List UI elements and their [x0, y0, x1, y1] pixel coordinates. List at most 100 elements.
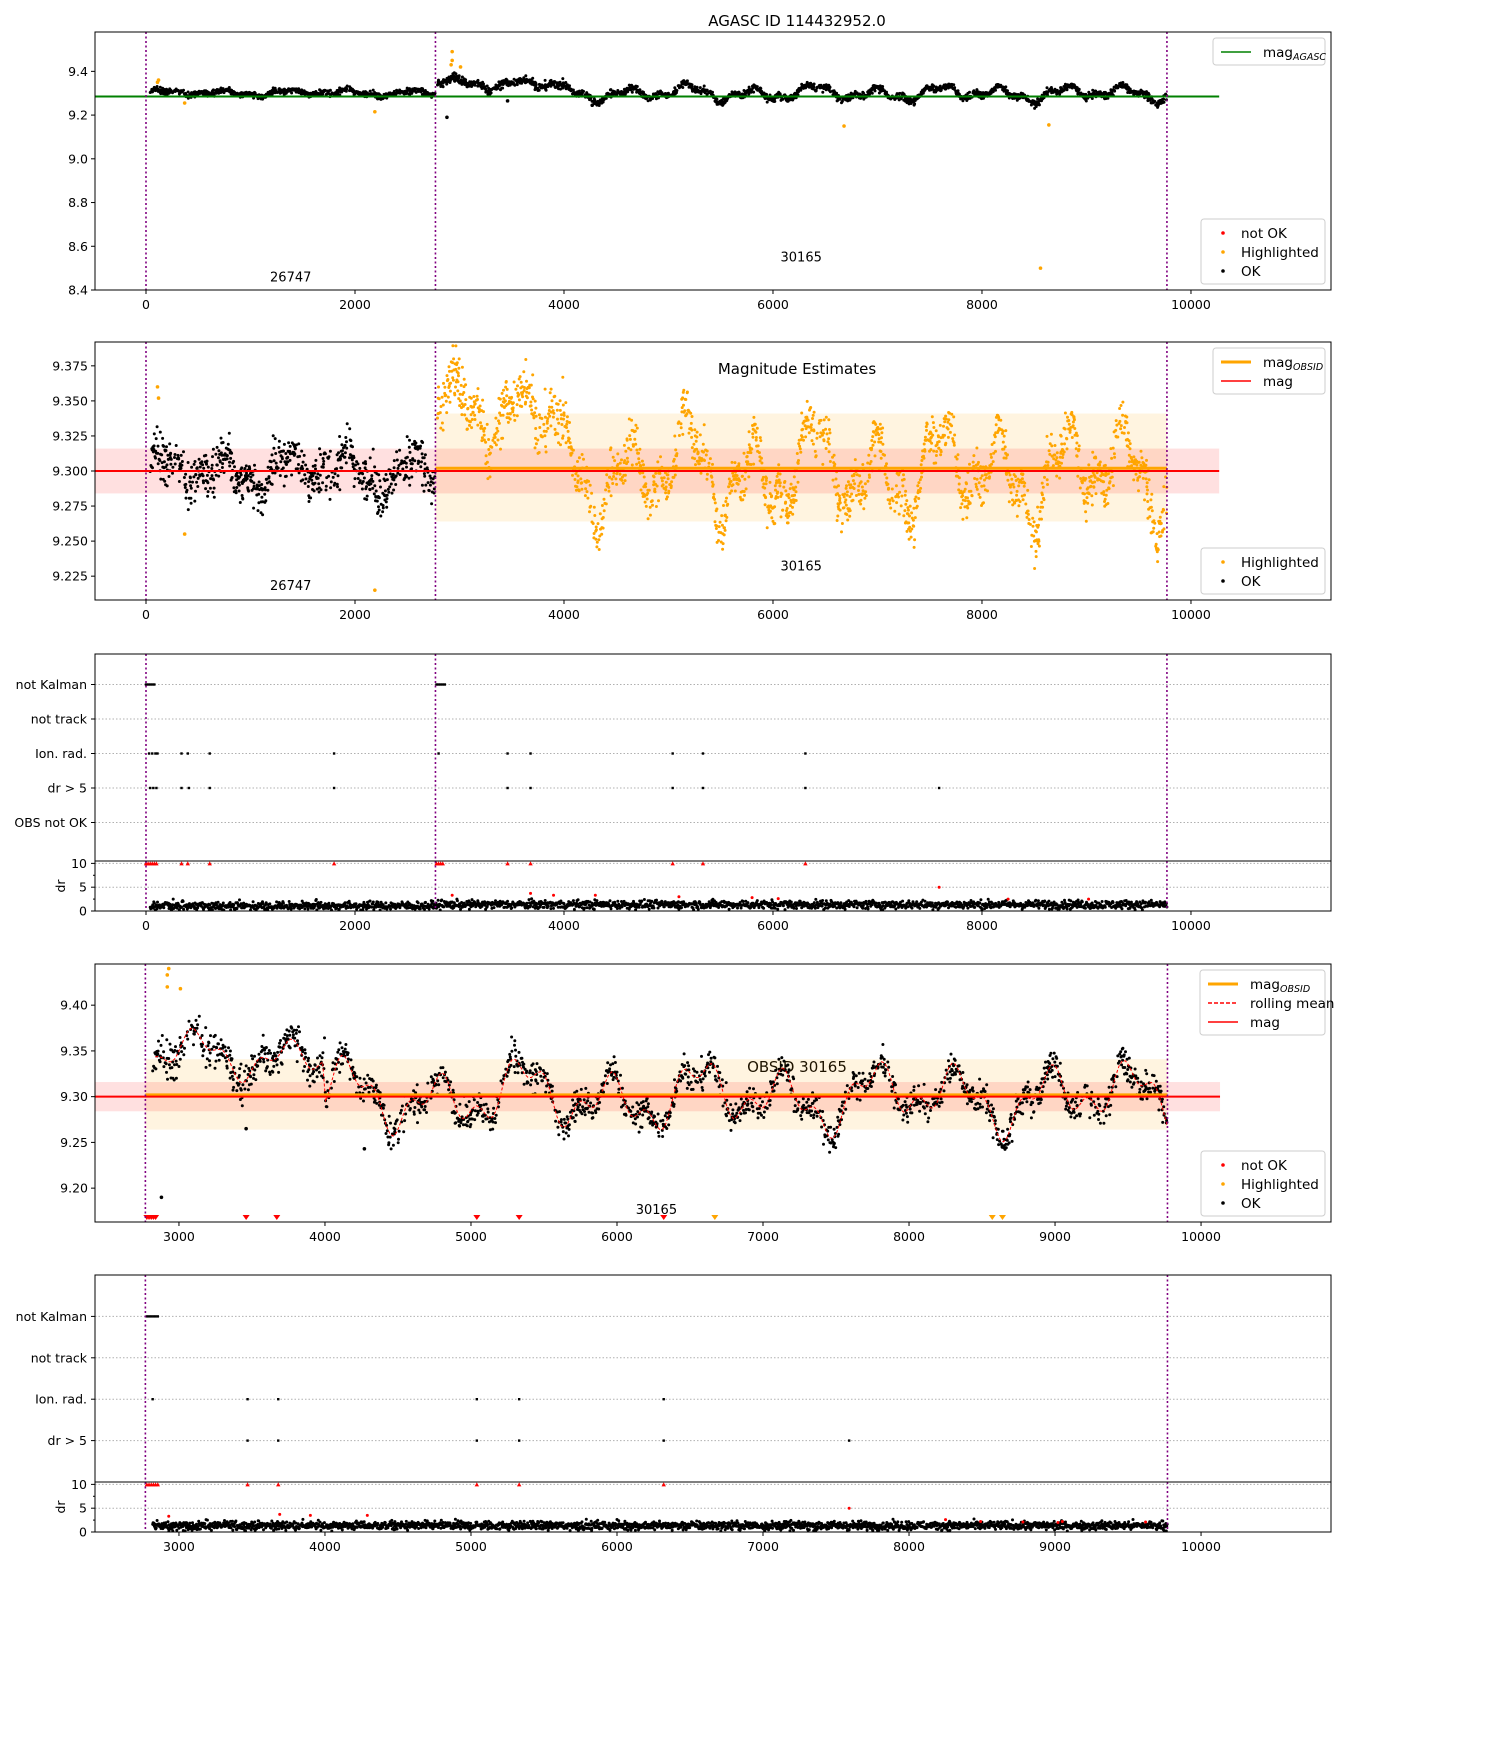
data-point	[750, 447, 754, 451]
data-point	[1071, 424, 1075, 428]
data-point	[377, 508, 381, 512]
data-point	[427, 489, 431, 493]
data-point	[851, 498, 855, 502]
data-point	[758, 436, 762, 440]
data-point	[770, 516, 774, 520]
data-point	[405, 475, 409, 478]
data-point	[1162, 100, 1166, 104]
data-point	[969, 489, 973, 493]
data-point	[853, 482, 857, 486]
data-point	[392, 466, 396, 470]
data-point	[206, 494, 210, 498]
data-point	[469, 413, 473, 417]
data-point	[551, 415, 555, 419]
data-point	[424, 483, 428, 487]
data-point	[1162, 97, 1166, 101]
data-point	[781, 97, 785, 101]
data-point	[564, 441, 568, 445]
y-tick-label: 9.2	[68, 108, 88, 123]
data-point	[939, 450, 943, 454]
data-point	[922, 456, 926, 460]
data-point	[451, 378, 455, 382]
data-point	[695, 435, 699, 439]
data-point	[534, 83, 538, 87]
data-point	[1146, 500, 1150, 503]
data-point	[294, 443, 298, 447]
data-point	[932, 449, 936, 453]
data-point	[324, 488, 328, 492]
data-point	[282, 449, 285, 453]
data-point	[302, 453, 306, 457]
data-point	[791, 505, 794, 509]
data-point	[479, 421, 482, 425]
data-point	[280, 457, 284, 461]
data-point	[371, 479, 375, 483]
data-point	[537, 413, 541, 417]
data-point	[439, 405, 443, 408]
data-point	[525, 390, 529, 394]
data-point	[776, 495, 780, 499]
data-point	[827, 418, 831, 422]
data-point	[1026, 512, 1030, 516]
data-point	[792, 475, 796, 479]
data-point	[318, 447, 322, 451]
data-point	[644, 504, 648, 508]
data-point	[595, 545, 599, 549]
data-point	[867, 453, 871, 457]
data-point	[253, 463, 256, 467]
data-point	[407, 476, 411, 480]
data-point	[775, 474, 779, 478]
data-point	[805, 399, 809, 403]
data-point	[629, 448, 633, 452]
data-point	[1118, 407, 1122, 410]
data-point	[485, 84, 489, 88]
data-point	[510, 395, 514, 399]
data-point	[861, 489, 865, 493]
data-point	[544, 429, 548, 433]
data-point	[659, 455, 662, 459]
data-point	[560, 423, 564, 426]
data-point	[1015, 493, 1019, 497]
data-point	[1123, 426, 1126, 429]
data-point	[707, 461, 711, 465]
data-point	[724, 500, 728, 503]
data-point	[1063, 427, 1067, 431]
data-point	[989, 452, 993, 456]
legend-point-swatch	[1221, 250, 1225, 254]
data-point	[551, 409, 555, 413]
data-point	[522, 76, 526, 80]
data-point	[547, 409, 551, 412]
data-point	[198, 465, 202, 469]
data-point	[570, 451, 574, 455]
data-point	[200, 460, 204, 464]
data-point	[634, 423, 638, 427]
data-point	[165, 445, 168, 449]
data-point	[800, 411, 804, 415]
data-point	[620, 458, 623, 462]
data-point	[574, 472, 578, 476]
data-point	[432, 487, 436, 491]
data-point	[812, 429, 816, 433]
data-point	[1017, 484, 1021, 488]
data-point	[217, 456, 220, 460]
data-point	[970, 494, 974, 498]
data-point	[405, 92, 409, 95]
data-point	[246, 474, 250, 478]
data-point	[957, 482, 961, 486]
data-point	[717, 525, 721, 529]
data-point	[815, 436, 819, 440]
data-point	[534, 414, 538, 418]
data-point	[155, 85, 159, 88]
legend-label: magAGASC	[1263, 45, 1326, 63]
data-point	[348, 427, 352, 431]
data-point	[1001, 440, 1005, 444]
data-point	[759, 439, 763, 443]
data-point	[561, 434, 565, 438]
data-point	[903, 493, 907, 497]
data-point	[565, 422, 569, 426]
data-point	[480, 439, 484, 443]
data-point	[923, 435, 927, 439]
data-point	[612, 471, 616, 475]
data-point	[864, 490, 868, 494]
data-point	[470, 418, 474, 421]
